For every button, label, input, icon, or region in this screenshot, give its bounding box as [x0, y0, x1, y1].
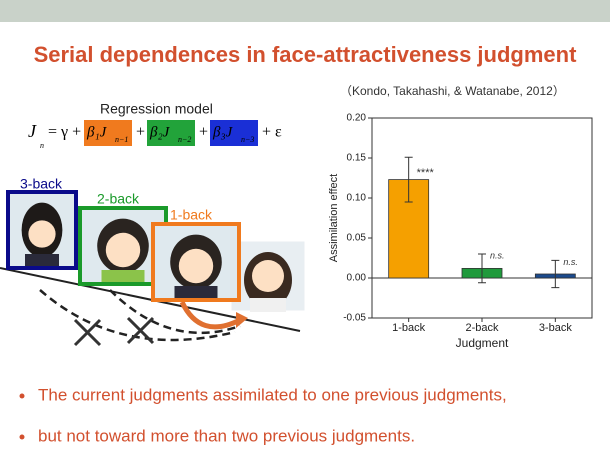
orange-arrowhead: [236, 312, 248, 328]
equation-sub: n: [40, 141, 44, 150]
y-tick-label: 0.10: [347, 193, 367, 204]
orange-arc: [179, 300, 242, 330]
equation-lhs: J: [28, 121, 37, 141]
y-tick-label: -0.05: [343, 313, 366, 324]
error-bar: [478, 253, 486, 284]
annotation: n.s.: [490, 250, 505, 260]
error-bar: [551, 259, 560, 289]
cross-marks: [73, 316, 155, 347]
term-box: [210, 120, 258, 146]
term-text: β₃J: [212, 124, 234, 140]
term-sub: n−2: [178, 135, 191, 144]
x-tick-label: 3-back: [539, 322, 573, 334]
term-text: β₁J: [86, 124, 108, 140]
bullet-dot: [19, 434, 25, 440]
face-skin: [28, 220, 56, 248]
annotation: n.s.: [563, 257, 578, 267]
citation: （Kondo, Takahashi, & Watanabe, 2012）: [340, 84, 565, 98]
equation-equals: = γ +: [48, 124, 81, 141]
face-illustrations: [228, 238, 308, 314]
y-tick-label: 0.00: [347, 273, 367, 284]
face-skin: [105, 232, 141, 268]
model-label: Regression model: [100, 101, 213, 117]
top-band: [0, 0, 610, 22]
face-body: [101, 270, 145, 282]
term-box: [147, 120, 195, 146]
face-label: 3-back: [20, 176, 63, 192]
bullet-text: but not toward more than two previous ju…: [38, 426, 415, 445]
x-tick-label: 2-back: [465, 322, 499, 334]
term-sub: n−1: [115, 135, 128, 144]
x-axis-label: Judgment: [456, 336, 509, 350]
dashed-arc: [109, 289, 241, 335]
face-body: [174, 286, 218, 298]
bullet-text: The current judgments assimilated to one…: [38, 385, 507, 404]
bullet-dot: [19, 393, 25, 399]
term-text: β₂J: [149, 124, 171, 140]
term-sub: n−3: [241, 135, 254, 144]
y-tick-label: 0.15: [347, 153, 367, 164]
y-axis-label: Assimilation effect: [328, 174, 340, 262]
annotation: ****: [417, 167, 435, 179]
plus: +: [136, 124, 145, 141]
face-body: [25, 254, 59, 266]
face-label: 2-back: [97, 191, 140, 207]
face-skin: [178, 248, 214, 284]
face-label: 1-back: [170, 207, 213, 223]
error-bar: [404, 156, 413, 203]
slide-title: Serial dependences in face-attractivenes…: [34, 42, 578, 67]
term-box: [84, 120, 132, 146]
y-tick-label: 0.20: [347, 113, 367, 124]
equation-tail: + ε: [262, 124, 282, 141]
time-arrow: [0, 267, 301, 332]
x-tick-label: 1-back: [392, 322, 426, 334]
y-tick-label: 0.05: [347, 233, 367, 244]
plus: +: [199, 124, 208, 141]
